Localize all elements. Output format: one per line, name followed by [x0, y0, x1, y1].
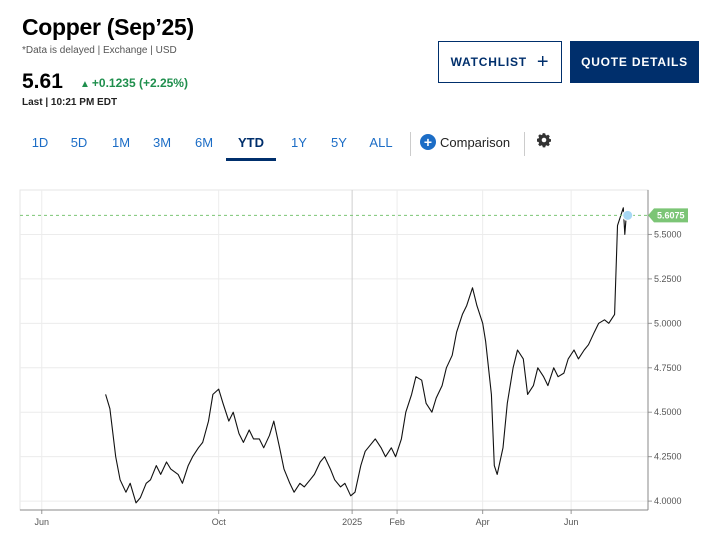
tab-6m[interactable]: 6M — [194, 135, 214, 150]
watchlist-button[interactable]: WATCHLIST + — [438, 41, 562, 83]
last-price: 5.61 — [22, 70, 63, 93]
chart-last-value-marker: 5.6075 — [20, 208, 688, 223]
x-tick-label: Apr — [476, 517, 490, 527]
last-value-label: 5.6075 — [657, 210, 685, 220]
tab-divider — [410, 132, 411, 156]
y-tick-label: 4.5000 — [654, 407, 682, 417]
x-tick-label: Jun — [34, 517, 49, 527]
quote-details-label: QUOTE DETAILS — [581, 55, 688, 69]
tab-1m[interactable]: 1M — [111, 135, 131, 150]
tab-5d[interactable]: 5D — [70, 135, 88, 150]
chart-axes: 4.0000 4.2500 4.5000 4.7500 5.0000 5.2500 5.50… — [20, 190, 682, 527]
tab-all[interactable]: ALL — [369, 135, 393, 150]
comparison-label: Comparison — [440, 134, 511, 150]
up-arrow-icon: ▲ — [80, 79, 90, 90]
watchlist-label: WATCHLIST — [450, 55, 527, 69]
y-tick-label: 4.0000 — [654, 496, 682, 506]
tab-1d[interactable]: 1D — [31, 135, 49, 150]
price-chart: 4.0000 4.2500 4.5000 4.7500 5.0000 5.2500 5.50… — [19, 189, 688, 527]
tab-1y[interactable]: 1Y — [291, 135, 307, 150]
quote-details-button[interactable]: QUOTE DETAILS — [570, 41, 699, 83]
x-tick-label: 2025 — [342, 517, 362, 527]
x-tick-label: Oct — [212, 517, 227, 527]
tab-5y[interactable]: 5Y — [331, 135, 347, 150]
chart-grid — [19, 189, 649, 511]
price-line — [105, 207, 629, 504]
y-tick-label: 4.7500 — [654, 363, 682, 373]
data-delay-note: *Data is delayed | Exchange | USD — [22, 45, 177, 56]
y-tick-label: 5.0000 — [654, 318, 682, 328]
price-change-value: +0.1235 (+2.25%) — [91, 76, 188, 90]
y-tick-label: 5.5000 — [654, 229, 682, 239]
time-range-tabs: 1D 5D 1M 3M 6M YTD 1Y 5Y ALL + Compariso… — [22, 128, 552, 162]
gear-icon[interactable] — [536, 128, 552, 153]
instrument-title: Copper (Sep’25) — [22, 14, 194, 40]
x-tick-label: Feb — [389, 517, 405, 527]
y-tick-label: 5.2500 — [654, 274, 682, 284]
settings-divider — [524, 132, 526, 156]
tab-3m[interactable]: 3M — [152, 135, 172, 150]
plot-frame — [19, 189, 649, 511]
plus-icon: + — [536, 51, 550, 73]
last-update-time: Last | 10:21 PM EDT — [22, 97, 118, 108]
comparison-button[interactable]: + Comparison — [420, 128, 510, 150]
add-comparison-icon: + — [420, 134, 436, 150]
x-tick-label: Jun — [564, 517, 579, 527]
current-value-dot — [622, 209, 634, 221]
tab-ytd[interactable]: YTD — [226, 128, 276, 161]
y-tick-label: 4.2500 — [654, 452, 682, 462]
last-value-badge — [648, 208, 688, 223]
chart-series — [105, 207, 629, 504]
price-change: ▲ +0.1235 (+2.25%) — [80, 76, 188, 90]
